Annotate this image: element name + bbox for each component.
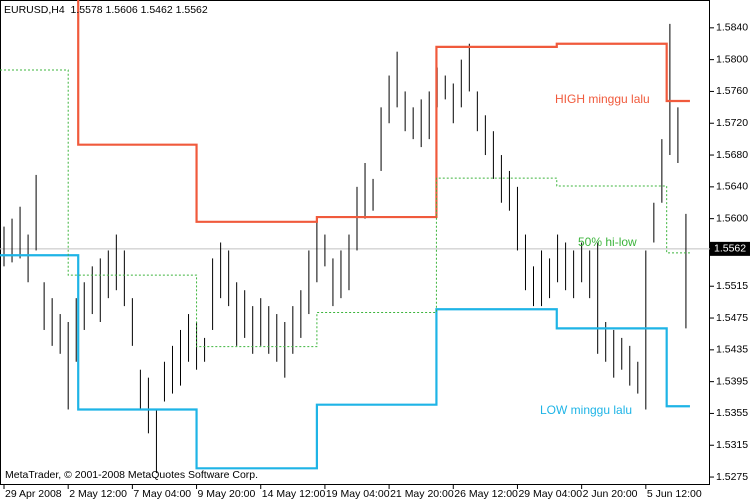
y-tick-label: 1.5600 bbox=[716, 212, 748, 224]
y-tick-label: 1.5275 bbox=[716, 471, 748, 483]
current-price-label: 1.5562 bbox=[714, 243, 746, 255]
level-label: HIGH minggu lalu bbox=[555, 92, 650, 106]
y-tick-label: 1.5395 bbox=[716, 375, 748, 387]
level-label: LOW minggu lalu bbox=[540, 403, 632, 417]
current-price-box bbox=[710, 241, 750, 256]
x-tick-label: 2 May 12:00 bbox=[69, 488, 127, 500]
x-tick-label: 21 May 20:00 bbox=[390, 488, 454, 500]
level-line bbox=[77, 0, 690, 223]
y-tick-label: 1.5760 bbox=[716, 85, 748, 97]
y-tick-label: 1.5355 bbox=[716, 407, 748, 419]
x-tick-label: 29 Apr 2008 bbox=[5, 488, 62, 500]
plot-frame bbox=[0, 0, 710, 485]
y-tick-label: 1.5720 bbox=[716, 117, 748, 129]
x-tick-label: 14 May 12:00 bbox=[262, 488, 326, 500]
y-tick-label: 1.5475 bbox=[716, 312, 748, 324]
chart-title: EURUSD,H4 1.5578 1.5606 1.5462 1.5562 bbox=[4, 4, 208, 16]
x-tick-label: 5 Jun 12:00 bbox=[647, 488, 702, 500]
level-label: 50% hi-low bbox=[578, 235, 637, 249]
y-tick-label: 1.5680 bbox=[716, 149, 748, 161]
y-tick-label: 1.5640 bbox=[716, 181, 748, 193]
y-tick-label: 1.5315 bbox=[716, 439, 748, 451]
x-tick-label: 9 May 20:00 bbox=[198, 488, 256, 500]
y-tick-label: 1.5800 bbox=[716, 53, 748, 65]
copyright: MetaTrader, © 2001-2008 MetaQuotes Softw… bbox=[5, 469, 258, 481]
x-tick-label: 19 May 04:00 bbox=[326, 488, 390, 500]
y-tick-label: 1.5840 bbox=[716, 22, 748, 34]
level-line bbox=[0, 69, 690, 348]
x-tick-label: 29 May 04:00 bbox=[518, 488, 582, 500]
y-tick-label: 1.5515 bbox=[716, 280, 748, 292]
x-tick-label: 2 Jun 20:00 bbox=[583, 488, 638, 500]
y-tick-label: 1.5435 bbox=[716, 344, 748, 356]
level-line bbox=[0, 254, 690, 470]
plot-area bbox=[0, 0, 710, 474]
x-tick-label: 26 May 12:00 bbox=[454, 488, 518, 500]
x-tick-label: 7 May 04:00 bbox=[133, 488, 191, 500]
